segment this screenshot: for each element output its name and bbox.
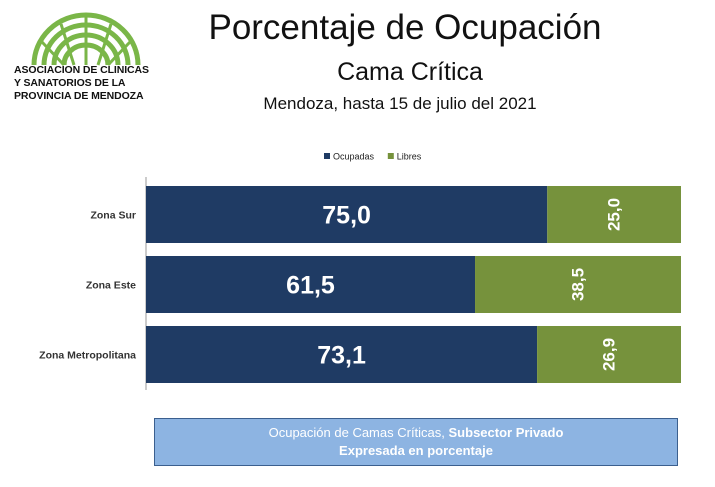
bar-libres-1 [475, 256, 681, 313]
caption-line-2: Expresada en porcentaje [339, 443, 493, 458]
legend-label-ocupadas: Ocupadas [333, 152, 375, 162]
green-arch-logo-icon [31, 12, 141, 67]
date-line: Mendoza, hasta 15 de julio del 2021 [263, 94, 537, 113]
data-label-ocupadas-2: 73,1 [317, 342, 366, 370]
caption-line-1-bold: Subsector Privado [448, 425, 564, 440]
bar-ocupadas-0 [146, 186, 548, 243]
category-label-2: Zona Metropolitana [39, 350, 136, 362]
legend-label-libres: Libres [397, 152, 422, 162]
bar-libres-2 [537, 326, 681, 383]
stacked-bar-chart: Ocupadas Libres Zona Sur 75,0 25,0 Zona Este 6… [39, 152, 681, 390]
legend-swatch-libres [387, 153, 394, 159]
logo: ASOCIACION DE CLINICAS Y SANATORIOS DE L… [8, 10, 180, 112]
caption-line-1-prefix: Ocupación de Camas Críticas, [268, 425, 449, 440]
legend-swatch-ocupadas [324, 153, 330, 159]
bar-ocupadas-2 [146, 326, 538, 383]
data-label-libres-1: 38,5 [569, 268, 588, 301]
bar-libres-0 [547, 186, 681, 243]
logo-line-2: Y SANATORIOS DE LA [14, 77, 126, 89]
logo-text: ASOCIACION DE CLINICAS Y SANATORIOS DE L… [14, 64, 184, 103]
data-label-ocupadas-1: 61,5 [286, 272, 335, 300]
page-title: Porcentaje de Ocupación [208, 8, 602, 47]
data-label-ocupadas-0: 75,0 [322, 202, 371, 230]
caption-box: Ocupación de Camas Críticas, Subsector P… [154, 418, 678, 466]
logo-line-3: PROVINCIA DE MENDOZA [14, 90, 144, 102]
page-subtitle: Cama Crítica [337, 58, 483, 86]
bar-ocupadas-1 [146, 256, 476, 313]
logo-line-1: ASOCIACION DE CLINICAS [14, 64, 149, 76]
category-label-0: Zona Sur [90, 210, 136, 222]
category-label-1: Zona Este [86, 280, 136, 292]
data-label-libres-0: 25,0 [605, 198, 624, 231]
data-label-libres-2: 26,9 [600, 338, 619, 371]
